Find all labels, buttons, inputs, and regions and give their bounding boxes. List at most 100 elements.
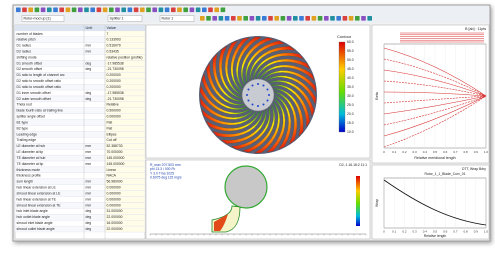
tool-button[interactable] <box>183 8 188 13</box>
x-tick-label: 0.8 <box>464 150 469 154</box>
tool-button[interactable] <box>190 8 195 13</box>
table-cell: deg <box>86 227 92 231</box>
tool-button[interactable] <box>293 16 298 21</box>
tool-button[interactable] <box>219 16 224 21</box>
table-cell: 145.000000 <box>107 156 125 160</box>
tool-button[interactable] <box>250 16 255 21</box>
table-cell: mm <box>86 203 92 207</box>
hub-dot <box>263 104 265 106</box>
tool-button[interactable] <box>159 8 164 13</box>
tool-button[interactable] <box>214 8 219 13</box>
table-cell: deg <box>86 209 92 213</box>
table-cell: 0.200000 <box>107 85 121 89</box>
table-cell: hub linear extension at TE <box>17 197 57 201</box>
tool-button[interactable] <box>59 8 64 13</box>
table-cell: 16.000000 <box>107 221 123 225</box>
tool-button[interactable] <box>361 16 366 21</box>
tool-button[interactable] <box>146 8 151 13</box>
tool-button[interactable] <box>367 16 372 21</box>
tool-button[interactable] <box>343 16 348 21</box>
tool-button[interactable] <box>200 16 205 21</box>
table-cell: -21.730098 <box>107 67 124 71</box>
table-cell: 0.53435 <box>107 50 119 54</box>
tool-button[interactable] <box>206 16 211 21</box>
tool-button[interactable] <box>28 8 33 13</box>
tool-button[interactable] <box>165 8 170 13</box>
tool-button[interactable] <box>22 8 27 13</box>
tool-button[interactable] <box>312 16 317 21</box>
table-cell: 7 <box>107 32 109 36</box>
colorbar-label: 35.0 <box>347 85 354 89</box>
table-cell: D2 radius <box>17 50 32 54</box>
table-cell: D1 radius <box>17 44 32 48</box>
tool-button[interactable] <box>212 16 217 21</box>
tool-button[interactable] <box>349 16 354 21</box>
tool-button[interactable] <box>109 8 114 13</box>
tool-button[interactable] <box>35 8 40 13</box>
table-cell: D2 smooth offset <box>17 67 43 71</box>
colorbar-title: Contour <box>337 34 352 39</box>
tool-button[interactable] <box>221 8 226 13</box>
tool-button[interactable] <box>330 16 335 21</box>
tool-button[interactable] <box>355 16 360 21</box>
tool-button[interactable] <box>237 16 242 21</box>
hub-dot <box>268 94 270 96</box>
colorbar-label: 15.0 <box>347 121 354 125</box>
hub-dot <box>252 104 254 106</box>
tool-button[interactable] <box>318 16 323 21</box>
hub-dot <box>267 89 269 91</box>
tool-button[interactable] <box>115 8 120 13</box>
tool-button[interactable] <box>90 8 95 13</box>
tool-button[interactable] <box>305 16 310 21</box>
table-cell: 0.133993 <box>107 38 121 42</box>
table-cell: -17.985538 <box>107 61 124 65</box>
tool-button[interactable] <box>140 8 145 13</box>
table-cell: sum length <box>17 180 34 184</box>
tool-button[interactable] <box>231 16 236 21</box>
x-tick-label: 0.7 <box>453 229 458 233</box>
table-cell: mm <box>86 180 92 184</box>
tool-button[interactable] <box>97 8 102 13</box>
tool-button[interactable] <box>171 8 176 13</box>
tool-button[interactable] <box>121 8 126 13</box>
tool-button[interactable] <box>84 8 89 13</box>
tool-button[interactable] <box>196 8 201 13</box>
colorbar-label: 30.0 <box>347 94 354 98</box>
x-tick-label: 0.1 <box>392 229 397 233</box>
tool-button[interactable] <box>152 8 157 13</box>
tool-button[interactable] <box>256 16 261 21</box>
table-cell: D2 ratio to smooth offset ratio <box>17 79 62 83</box>
tool-button[interactable] <box>134 8 139 13</box>
tool-button[interactable] <box>299 16 304 21</box>
tool-button[interactable] <box>66 8 71 13</box>
tool-button[interactable] <box>16 8 21 13</box>
tool-button[interactable] <box>128 8 133 13</box>
table-cell: mm <box>86 156 92 160</box>
table-cell: thickness mode <box>17 168 41 172</box>
colorbar-label: 40.0 <box>347 76 354 80</box>
hub-dot <box>246 94 248 96</box>
tool-button[interactable] <box>103 8 108 13</box>
table-cell: 70.000000 <box>107 150 123 154</box>
hub-dot <box>263 84 265 86</box>
tool-button[interactable] <box>72 8 77 13</box>
tool-button[interactable] <box>208 8 213 13</box>
colorbar-label: 25.0 <box>347 103 354 107</box>
tool-button[interactable] <box>324 16 329 21</box>
tool-button[interactable] <box>47 8 52 13</box>
tool-button[interactable] <box>287 16 292 21</box>
tool-button[interactable] <box>274 16 279 21</box>
value-cell[interactable] <box>105 31 145 37</box>
table-cell: relative position (profile) <box>107 55 143 59</box>
tool-button[interactable] <box>78 8 83 13</box>
tool-button[interactable] <box>53 8 58 13</box>
tool-button[interactable] <box>336 16 341 21</box>
tool-button[interactable] <box>268 16 273 21</box>
tool-button[interactable] <box>202 8 207 13</box>
tool-button[interactable] <box>262 16 267 21</box>
tool-button[interactable] <box>281 16 286 21</box>
tool-button[interactable] <box>243 16 248 21</box>
tool-button[interactable] <box>41 8 46 13</box>
tool-button[interactable] <box>225 16 230 21</box>
tool-button[interactable] <box>177 8 182 13</box>
